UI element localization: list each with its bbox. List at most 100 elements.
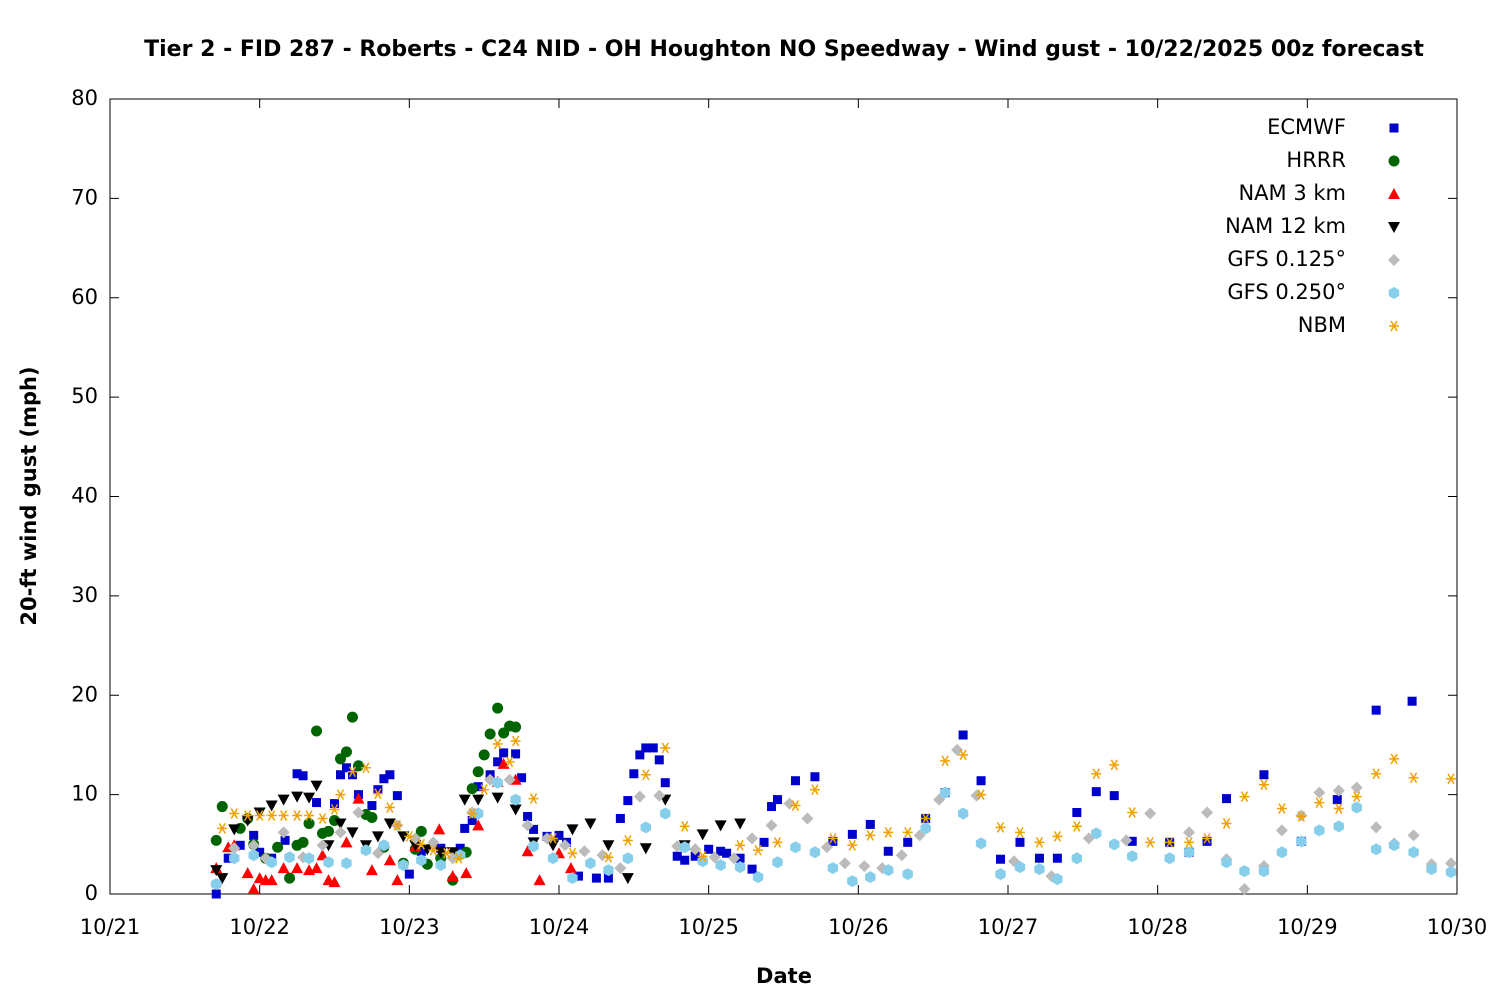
data-point	[433, 823, 446, 835]
data-point	[1333, 803, 1344, 814]
data-point	[303, 792, 316, 804]
data-point	[865, 871, 876, 884]
data-point	[467, 815, 477, 825]
data-point	[311, 725, 323, 737]
data-point	[1014, 827, 1025, 838]
data-point	[367, 801, 377, 811]
data-point	[1144, 807, 1157, 820]
data-point	[503, 773, 516, 786]
data-point	[1408, 846, 1419, 859]
data-point	[416, 846, 426, 856]
data-point	[1034, 863, 1045, 876]
legend-marker	[1388, 155, 1400, 167]
x-tick-label: 10/25	[678, 915, 739, 939]
data-point	[773, 795, 783, 805]
data-point	[360, 844, 372, 857]
data-point	[939, 786, 951, 799]
data-point	[1258, 779, 1269, 791]
data-point	[467, 808, 478, 819]
y-tick-label: 10	[71, 782, 98, 806]
data-point	[478, 749, 490, 761]
data-point	[1238, 883, 1251, 896]
data-point	[734, 861, 746, 874]
data-point	[472, 807, 484, 820]
data-point	[1034, 853, 1044, 863]
data-point	[435, 859, 446, 872]
data-point	[1276, 803, 1287, 814]
data-point	[1052, 853, 1062, 863]
data-point	[752, 871, 764, 884]
data-point	[615, 813, 625, 823]
data-point	[265, 800, 278, 812]
data-point	[1034, 836, 1045, 848]
data-point	[640, 769, 651, 781]
data-point	[603, 873, 613, 883]
data-point	[284, 872, 296, 884]
data-point	[517, 773, 527, 783]
data-point	[1202, 836, 1212, 846]
data-point	[384, 802, 395, 813]
data-point	[383, 818, 396, 830]
data-point	[1407, 829, 1420, 842]
data-point	[492, 702, 504, 714]
data-point	[316, 839, 329, 852]
data-point	[366, 811, 378, 823]
data-point	[1258, 865, 1270, 878]
data-point	[492, 738, 503, 750]
data-point	[958, 749, 969, 761]
data-point	[660, 742, 671, 754]
data-point	[1184, 836, 1195, 848]
data-point	[1109, 791, 1119, 801]
data-point	[728, 852, 741, 865]
data-point	[820, 841, 833, 854]
data-point	[379, 774, 389, 784]
data-point	[310, 780, 323, 792]
data-point	[446, 870, 459, 882]
data-point	[397, 831, 410, 843]
data-point	[722, 848, 732, 858]
data-point	[1071, 821, 1082, 832]
data-point	[1276, 846, 1288, 859]
data-point	[217, 823, 228, 834]
data-point	[316, 849, 329, 861]
data-point	[371, 847, 384, 860]
data-point	[653, 789, 666, 802]
data-point	[573, 871, 583, 881]
legend-label: NAM 12 km	[1225, 214, 1346, 238]
data-point	[1221, 818, 1232, 829]
data-point	[265, 874, 278, 886]
data-point	[284, 851, 295, 864]
data-point	[297, 836, 309, 848]
y-tick-label: 0	[85, 881, 98, 905]
data-point	[210, 865, 223, 877]
data-point	[249, 830, 259, 840]
data-point	[372, 788, 383, 800]
legend-label: NBM	[1298, 313, 1346, 337]
data-point	[521, 819, 534, 832]
legend-label: NAM 3 km	[1238, 181, 1346, 205]
data-point	[558, 839, 571, 852]
data-point	[347, 766, 358, 778]
data-point	[304, 810, 315, 821]
data-point	[460, 867, 473, 879]
data-point	[734, 818, 747, 830]
data-point	[1071, 852, 1083, 865]
data-point	[392, 791, 402, 801]
data-point	[472, 766, 484, 778]
data-point	[566, 824, 579, 836]
data-point	[235, 840, 245, 850]
data-point	[347, 770, 357, 780]
data-point	[1446, 773, 1457, 785]
x-tick-label: 10/22	[229, 915, 290, 939]
y-tick-label: 30	[71, 583, 98, 607]
data-point	[484, 728, 496, 740]
data-point	[629, 769, 639, 779]
data-point	[493, 757, 503, 767]
data-point	[277, 794, 290, 806]
data-point	[292, 769, 302, 779]
data-point	[1275, 824, 1288, 837]
data-point	[1091, 768, 1102, 780]
data-point	[1015, 837, 1025, 847]
data-point	[654, 755, 664, 765]
data-point	[1370, 843, 1382, 856]
